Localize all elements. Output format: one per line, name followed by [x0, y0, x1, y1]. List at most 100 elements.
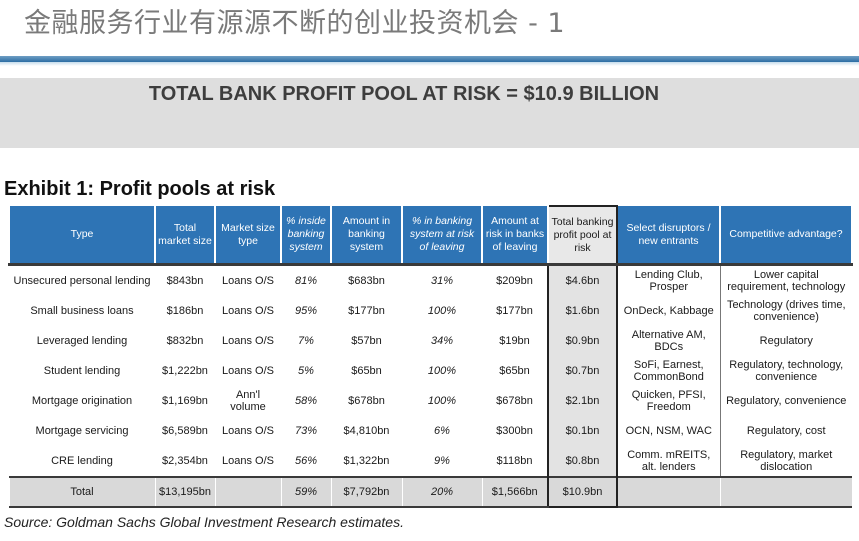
cell-total-market-size: $1,169bn [162, 395, 208, 407]
cell-competitive-advantage: Lower capital requirement, technology [719, 263, 852, 296]
cell-competitive-advantage: Regulatory, technology, convenience [719, 356, 852, 386]
cell-profit-pool-at-risk: $0.7bn [547, 356, 618, 386]
cell-type: Student lending [43, 365, 121, 377]
cell-competitive-advantage: Regulatory, convenience [719, 386, 852, 416]
total-market-size-type [214, 476, 281, 508]
cell-disruptors: SoFi, Earnest, CommonBond [633, 359, 704, 383]
cell-profit-pool-at-risk: $2.1bn [547, 386, 618, 416]
total-profit-pool-at-risk: $10.9bn [547, 476, 618, 508]
cell-type: Mortgage origination [31, 395, 133, 407]
cell-amount-at-risk: $300bn [496, 425, 533, 437]
cell-competitive-advantage: Technology (drives time, convenience) [719, 296, 852, 326]
cell-pct-inside-banking: 5% [298, 365, 314, 377]
cell-amount-at-risk: $678bn [496, 395, 533, 407]
cell-market-size-type: Loans O/S [222, 365, 274, 377]
cell-amount-at-risk: $118bn [496, 455, 533, 467]
cell-profit-pool-at-risk: $1.6bn [547, 296, 618, 326]
col-header-amount-at-risk: Amount at risk in banks of leaving [481, 206, 549, 265]
cell-amount-at-risk: $177bn [496, 305, 533, 317]
cell-total-market-size: $843bn [155, 263, 215, 296]
cell-amount-at-risk: $65bn [499, 365, 530, 377]
cell-competitive-advantage: Regulatory, cost [719, 416, 852, 446]
table-row: CRE lending $2,354bn Loans O/S 56% $1,32… [9, 446, 852, 477]
cell-pct-inside-banking: 58% [294, 395, 318, 407]
cell-market-size-type: Ann'l volume [230, 389, 266, 413]
total-row: Total $13,195bn 59% $7,792bn 20% $1,566b… [8, 476, 852, 508]
cell-pct-inside-banking: 81% [281, 263, 331, 296]
total-pct-at-risk: 20% [401, 476, 482, 508]
cell-pct-inside-banking: 56% [294, 455, 318, 467]
cell-pct-inside-banking: 7% [298, 335, 314, 347]
banner-text: TOTAL BANK PROFIT POOL AT RISK = $10.9 B… [148, 83, 660, 105]
cell-total-market-size: $186bn [166, 305, 204, 317]
col-header-profit-pool-at-risk: Total banking profit pool at risk [547, 205, 618, 265]
cell-market-size-type: Loans O/S [215, 263, 281, 296]
total-disruptors [616, 476, 720, 508]
col-header-competitive-advantage: Competitive advantage? [719, 206, 853, 265]
cell-total-market-size: $1,222bn [162, 365, 208, 377]
total-amount-in-banking: $7,792bn [330, 476, 402, 508]
table-row: Small business loans $186bn Loans O/S 95… [9, 296, 852, 326]
cell-pct-at-risk: 6% [434, 425, 450, 437]
cell-amount-at-risk: $209bn [482, 263, 548, 296]
cell-profit-pool-at-risk: $4.6bn [547, 263, 618, 296]
cell-pct-at-risk: 100% [427, 365, 457, 377]
cell-market-size-type: Loans O/S [222, 305, 274, 317]
cell-profit-pool-at-risk: $0.9bn [547, 326, 618, 356]
cell-disruptors: OnDeck, Kabbage [623, 305, 714, 317]
cell-profit-pool-at-risk: $0.8bn [547, 446, 618, 477]
col-header-pct-inside-banking: % inside banking system [280, 206, 332, 265]
cell-pct-at-risk: 31% [402, 263, 482, 296]
cell-type: Unsecured personal lending [9, 263, 155, 296]
col-header-amount-in-banking: Amount in banking system [330, 206, 403, 265]
cell-amount-in-banking: $177bn [348, 305, 385, 317]
table-row: Leveraged lending $832bn Loans O/S 7% $5… [9, 326, 852, 356]
total-amount-at-risk: $1,566bn [481, 476, 548, 508]
total-market-size: $13,195bn [154, 476, 215, 508]
cell-disruptors: Quicken, PFSI, Freedom [631, 389, 706, 413]
cell-market-size-type: Loans O/S [222, 335, 274, 347]
table-row: Mortgage servicing $6,589bn Loans O/S 73… [9, 416, 852, 446]
total-competitive-advantage [719, 476, 852, 508]
profit-pool-table: Type Total market size Market size type … [8, 205, 853, 508]
cell-competitive-advantage: Regulatory [719, 326, 852, 356]
cell-pct-at-risk: 100% [427, 395, 457, 407]
table-row: Mortgage origination $1,169bn Ann'l volu… [9, 386, 852, 416]
cell-amount-at-risk: $19bn [499, 335, 530, 347]
cell-competitive-advantage: Regulatory, market dislocation [719, 446, 852, 477]
cell-total-market-size: $6,589bn [162, 425, 208, 437]
cell-amount-in-banking: $4,810bn [343, 425, 390, 437]
cell-market-size-type: Loans O/S [222, 425, 274, 437]
cell-pct-at-risk: 100% [427, 305, 457, 317]
cell-total-market-size: $2,354bn [162, 455, 208, 467]
cell-disruptors: Alternative AM, BDCs [631, 329, 706, 353]
cell-disruptors: OCN, NSM, WAC [625, 425, 712, 437]
cell-type: CRE lending [51, 455, 113, 467]
cell-profit-pool-at-risk: $0.1bn [547, 416, 618, 446]
cell-total-market-size: $832bn [166, 335, 204, 347]
cell-pct-inside-banking: 73% [294, 425, 318, 437]
slide-title: 金融服务行业有源源不断的创业投资机会 - 1 [24, 8, 566, 39]
col-header-disruptors: Select disruptors / new entrants [616, 206, 721, 265]
col-header-type: Type [8, 206, 156, 265]
cell-disruptors: Lending Club, Prosper [617, 263, 720, 296]
banner [0, 78, 859, 148]
cell-amount-in-banking: $57bn [351, 335, 382, 347]
table-header-row: Type Total market size Market size type … [8, 205, 853, 265]
title-divider [0, 56, 859, 62]
cell-type: Small business loans [30, 305, 134, 317]
title-divider-shadow [0, 62, 859, 66]
total-pct-inside-banking: 59% [280, 476, 331, 508]
cell-disruptors: Comm. mREITS, alt. lenders [627, 449, 711, 473]
cell-market-size-type: Loans O/S [222, 455, 274, 467]
cell-pct-inside-banking: 95% [294, 305, 318, 317]
cell-amount-in-banking: $65bn [351, 365, 382, 377]
cell-pct-at-risk: 34% [430, 335, 454, 347]
cell-amount-in-banking: $678bn [348, 395, 385, 407]
cell-pct-at-risk: 9% [434, 455, 450, 467]
col-header-market-size-type: Market size type [214, 206, 282, 265]
cell-amount-in-banking: $1,322bn [343, 455, 390, 467]
source-note: Source: Goldman Sachs Global Investment … [4, 514, 404, 530]
table-row: Unsecured personal lending $843bn Loans … [9, 263, 852, 296]
exhibit-title: Exhibit 1: Profit pools at risk [4, 178, 276, 200]
